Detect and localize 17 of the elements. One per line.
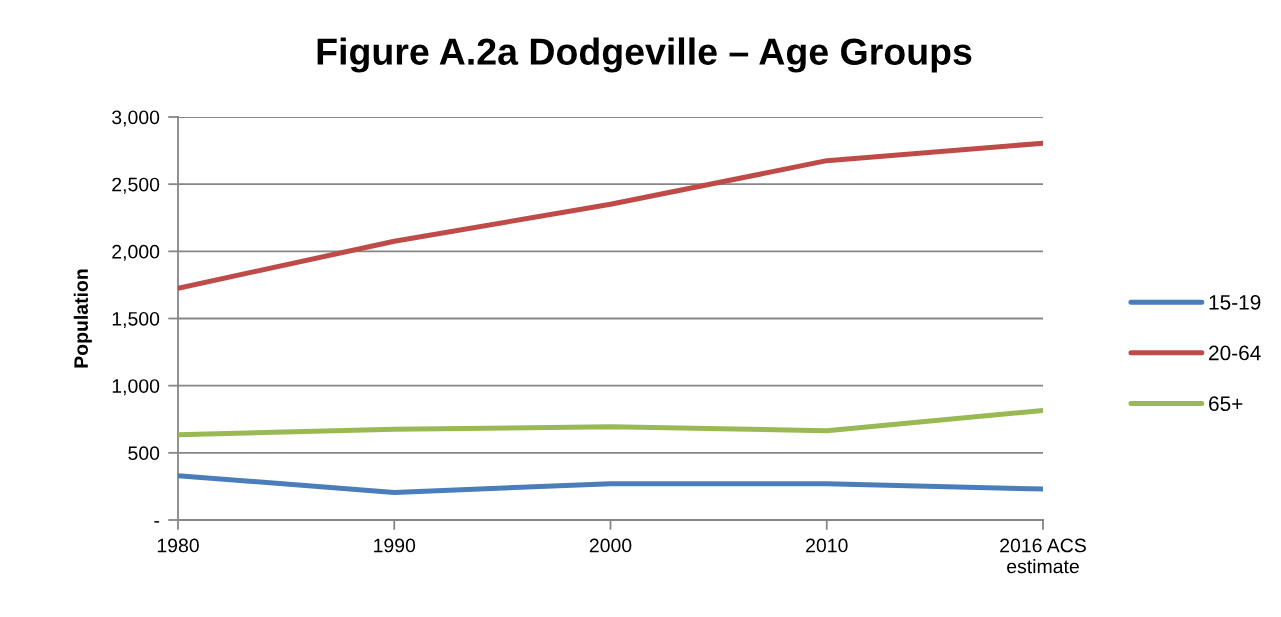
y-tick-label: - bbox=[154, 521, 160, 523]
y-axis-title: Population bbox=[73, 269, 92, 368]
chart-title: Figure A.2a Dodgeville – Age Groups bbox=[317, 37, 972, 73]
x-tick-label: 2016 ACS estimate bbox=[1000, 538, 1086, 574]
x-tick-label: 1990 bbox=[374, 538, 416, 553]
x-tick-label: 1980 bbox=[157, 538, 199, 553]
legend-label: 20-64 bbox=[1209, 345, 1261, 361]
y-tick-label: 2,000 bbox=[112, 244, 160, 261]
y-tick-label: 3,000 bbox=[112, 110, 160, 127]
y-tick-label: 2,500 bbox=[112, 177, 160, 194]
legend-label: 15-19 bbox=[1209, 294, 1261, 310]
legend-label: 65+ bbox=[1209, 396, 1243, 412]
x-tick-label: 2010 bbox=[806, 538, 848, 553]
y-tick-label: 500 bbox=[128, 446, 160, 461]
x-tick-label: 2000 bbox=[589, 538, 632, 553]
y-tick-label: 1,500 bbox=[112, 311, 160, 329]
y-tick-label: 1,000 bbox=[112, 379, 160, 396]
